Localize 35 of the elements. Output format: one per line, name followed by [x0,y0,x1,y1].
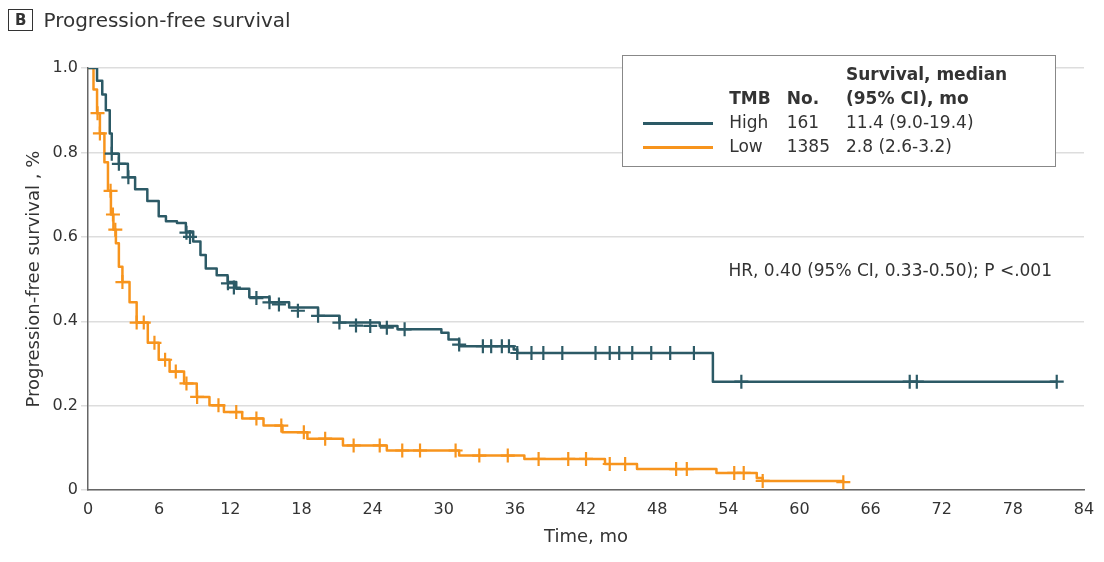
legend-title: TMB [728,87,772,110]
x-tick-label: 6 [154,498,165,518]
chart-title: Progression-free survival [43,8,291,32]
x-tick-label: 18 [291,498,312,518]
y-tick-label: 0.4 [52,310,79,330]
annotation: No. [785,87,821,110]
x-tick-label: 48 [646,498,668,518]
legend-label: Low [728,135,764,158]
annotation: 11.4 (9.0-19.4) [845,111,975,134]
y-tick-label: 0.6 [52,226,79,246]
x-tick-label: 30 [433,498,454,518]
text: B [8,9,34,31]
x-tick-label: 12 [220,498,241,518]
annotation: 2.8 (2.6-3.2) [845,135,953,158]
x-tick-label: 72 [931,498,952,518]
y-tick-label: 0 [67,479,79,499]
x-tick-label: 54 [718,498,739,518]
y-tick-label: 0.8 [52,141,79,161]
x-tick-label: 66 [860,498,881,518]
x-tick-label: 42 [575,498,597,518]
x-tick-label: 24 [362,498,383,518]
x-tick-label: 84 [1073,498,1095,518]
annotation: Survival, median (95% CI), mo [845,63,1009,110]
x-tick-label: 60 [789,498,810,518]
y-axis-title: Progression-free survival , % [22,150,44,408]
y-tick-label: 1.0 [52,57,79,77]
y-tick-label: 0.2 [52,394,79,414]
x-tick-label: 78 [1002,498,1024,518]
x-tick-label: 36 [504,498,526,518]
annotation: HR, 0.40 (95% CI, 0.33-0.50); P <.001 [728,260,1052,280]
annotation: 161 [785,111,821,134]
x-axis-title: Time, mo [543,524,629,546]
annotation: 1385 [785,135,831,158]
legend-label: High [728,111,770,134]
x-tick-label: 0 [82,498,94,518]
